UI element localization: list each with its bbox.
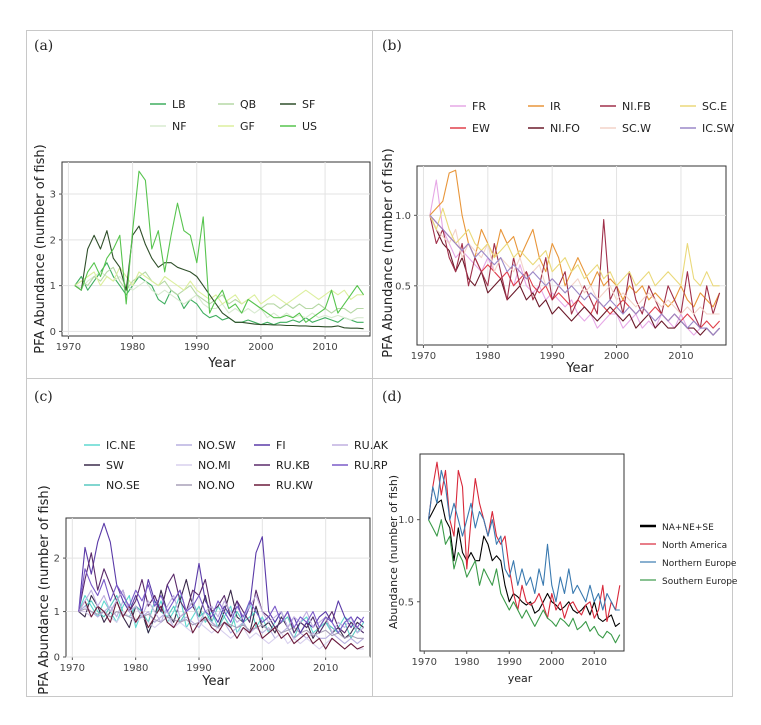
x-tick-label: 1990 [184, 342, 209, 353]
legend-label: RU.KB [276, 459, 310, 472]
plot-area [416, 165, 727, 346]
x-tick-label: 1980 [120, 342, 145, 353]
series-line-southern-europe [428, 519, 621, 644]
legend-label: NO.SW [198, 439, 236, 452]
y-tick-label: 0 [54, 653, 60, 664]
legend-label: SF [302, 98, 315, 111]
series-line-us [74, 170, 365, 323]
x-tick-label: 2000 [250, 663, 275, 674]
series-line-ni-fo [429, 215, 721, 336]
legend-label: NO.NO [198, 479, 235, 492]
legend-label: NF [172, 120, 187, 133]
series-line-sc-e [429, 207, 720, 287]
x-tick-label: 2000 [539, 657, 564, 668]
x-axis-title: year [508, 672, 533, 685]
x-tick-label: 1990 [539, 351, 564, 362]
x-tick-label: 1980 [454, 657, 479, 668]
plot-area [419, 453, 625, 652]
legend-label: IC.NE [106, 439, 136, 452]
legend-label: SC.E [702, 100, 727, 113]
y-tick-label: 1.0 [398, 515, 414, 526]
legend-label: FR [472, 100, 486, 113]
panel-label: (d) [382, 389, 402, 405]
y-axis-title: PFA Abundance (number of fish) [33, 144, 48, 353]
panel-a: (a) 1970 1980 1990 2000 2010 0 1 2 3 Year PFA Abund… [33, 38, 371, 371]
panel-b: (b) 1970 1980 1990 2000 2010 0.5 1.0 Year PFA Abu… [381, 38, 734, 376]
x-tick-label: 1980 [475, 351, 500, 362]
legend-label: NO.MI [198, 459, 231, 472]
x-tick-label: 1990 [186, 663, 211, 674]
panel-label: (c) [34, 389, 53, 405]
legend-label: NI.FO [550, 122, 580, 135]
legend-label: Northern Europe [662, 559, 737, 569]
x-axis-title: Year [201, 674, 230, 689]
series-line-no-no [78, 608, 364, 639]
panel-d: (d) 1970 1980 1990 2000 2010 0.5 1.0 year Abundan… [382, 389, 738, 685]
x-tick-label: 1970 [411, 351, 436, 362]
legend-label: NO.SE [106, 479, 140, 492]
series-line-ru-rp [78, 568, 365, 634]
legend-label: EW [472, 122, 490, 135]
legend-label: RU.RP [354, 459, 388, 472]
panel-c: (c) 1970 1980 1990 2000 2010 0 1 2 Year PFA Abunda… [34, 389, 389, 695]
legend-label: US [302, 120, 317, 133]
y-tick-label: 0 [50, 327, 56, 338]
panel-d-border [372, 378, 733, 697]
series-line-north-america [427, 461, 621, 623]
series-line-northern-europe [427, 469, 620, 611]
legend-label: SC.W [622, 122, 651, 135]
legend-label: GF [240, 120, 255, 133]
plot-area [65, 517, 371, 658]
y-tick-label: 1.0 [395, 211, 411, 222]
legend-label: QB [240, 98, 256, 111]
legend-label: IC.SW [702, 122, 734, 135]
y-axis-title: PFA Abundance (number of fish) [381, 148, 396, 357]
y-tick-label: 2 [50, 235, 56, 246]
legend-label: NI.FB [622, 100, 651, 113]
legend-label: North America [662, 541, 727, 551]
series-line-no-mi [78, 605, 364, 650]
y-tick-label: 2 [54, 554, 60, 565]
legend-label: Southern Europe [662, 577, 738, 587]
x-tick-label: 1980 [123, 663, 148, 674]
panel-label: (b) [382, 38, 402, 54]
series-line-qb [74, 266, 364, 314]
x-tick-label: 2010 [313, 663, 338, 674]
x-tick-label: 2010 [668, 351, 693, 362]
x-tick-label: 1970 [412, 657, 437, 668]
x-axis-title: Year [207, 356, 236, 371]
series-line-ic-sw [429, 214, 721, 336]
x-tick-label: 2000 [604, 351, 629, 362]
y-tick-label: 1 [50, 281, 56, 292]
y-tick-label: 0.5 [395, 281, 411, 292]
series-line-sw [78, 578, 365, 639]
series-line-ru-kw [78, 600, 364, 650]
x-tick-label: 1970 [56, 342, 81, 353]
legend-label: IR [550, 100, 561, 113]
x-tick-label: 2010 [582, 657, 607, 668]
x-tick-label: 2000 [248, 342, 273, 353]
y-axis-title: PFA Abundance (number of fish) [37, 485, 52, 694]
legend-label: SW [106, 459, 124, 472]
legend-label: RU.AK [354, 439, 389, 452]
y-tick-label: 0.5 [398, 597, 414, 608]
legend-label: NA+NE+SE [662, 523, 714, 533]
x-tick-label: 2010 [312, 342, 337, 353]
series-line-fi [78, 522, 365, 634]
panel-label: (a) [34, 38, 53, 54]
series-line-lb [74, 262, 364, 326]
x-axis-title: Year [565, 361, 594, 376]
legend-label: LB [172, 98, 186, 111]
legend-label: FI [276, 439, 286, 452]
legend-label: RU.KW [276, 479, 313, 492]
series-line-na-ne-se [428, 499, 621, 627]
y-tick-label: 1 [54, 607, 60, 618]
x-tick-label: 1970 [60, 663, 85, 674]
series-line-sf [74, 225, 364, 330]
x-tick-label: 1990 [497, 657, 522, 668]
y-axis-title: Abundance (number of fish) [387, 475, 400, 629]
y-tick-label: 3 [50, 190, 56, 201]
series-line-ni-fb [429, 215, 721, 329]
